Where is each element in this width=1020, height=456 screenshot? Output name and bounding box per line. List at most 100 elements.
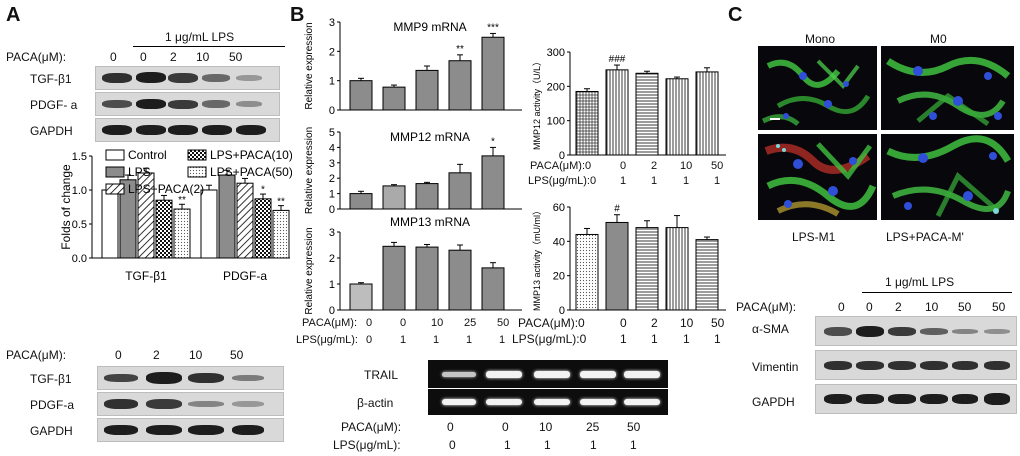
y-tick-label: 4 [329, 142, 335, 154]
paca-value-a-lower-1: 2 [153, 348, 160, 362]
bar [254, 198, 272, 259]
western-blot-gapdh-a-lower [97, 418, 284, 442]
act13-paca-2: 10 [680, 316, 694, 330]
y-tick-label: 1.5 [72, 151, 87, 163]
bar [575, 90, 599, 156]
significance-mark: *** [487, 22, 499, 33]
significance-mark: ### [609, 54, 626, 65]
y-tick-label: 100 [547, 116, 565, 128]
blot-label-asma-c: α-SMA [752, 322, 789, 336]
bar [695, 239, 719, 311]
blot-label-tgf-a: TGF-β1 [30, 72, 72, 86]
legend-label: LPS+PACA(2) [128, 182, 204, 196]
western-blot-vimentin-c [815, 350, 1017, 380]
y-tick-label: 1.0 [72, 185, 87, 197]
paca-label-c: PACA(μM): [736, 300, 797, 314]
y-tick-label: 1 [329, 76, 335, 88]
gel-lps-label: LPS(μg/mL): [333, 438, 401, 452]
y-tick-label: 0 [559, 150, 565, 160]
legend-label: LPS+PACA(10) [210, 148, 292, 162]
bar [415, 183, 439, 210]
bar [695, 71, 719, 156]
bar [481, 155, 505, 210]
chart-title: MMP9 mRNA [393, 20, 466, 34]
legend-swatch [187, 149, 207, 161]
western-blot-gapdh-c [815, 384, 1017, 414]
y-tick-label: 0.0 [72, 253, 87, 265]
chart-title: MMP13 mRNA [390, 215, 470, 229]
bar [448, 172, 472, 210]
micro-label-lps-paca: LPS+PACA-M' [886, 230, 964, 244]
bar [349, 283, 373, 311]
legend-swatch [187, 166, 207, 178]
bar [448, 249, 472, 311]
panel-letter-a: A [6, 4, 21, 26]
western-blot-asma-c [815, 316, 1017, 346]
legend-swatch [105, 149, 125, 161]
mmp-lps-1: 1 [400, 334, 407, 346]
bar [173, 208, 191, 259]
legend-label: LPS [128, 165, 151, 179]
act13-lps-2: 1 [683, 332, 690, 346]
act12-lps-0: 1 [620, 175, 627, 187]
bar [218, 174, 236, 259]
category-label: PDGF-a [223, 269, 267, 283]
y-tick-label: 0 [329, 105, 335, 117]
gel-paca-4: 50 [627, 420, 641, 434]
mmp-paca-label: PACA(μM): [302, 317, 358, 329]
y-tick-label: 3 [329, 17, 335, 29]
act13-lps-0: 1 [620, 332, 627, 346]
mmp-lps-4: 1 [499, 334, 506, 346]
gel-lps-1: 1 [504, 438, 511, 452]
mmp13-chart: 0 1 2 3 Relative expression MMP13 mRNA [304, 215, 522, 316]
mmp-lps-2: 1 [433, 334, 440, 346]
chart-title: MMP12 mRNA [390, 130, 470, 144]
blot-label-vimentin-c: Vimentin [752, 360, 799, 374]
significance-mark: # [614, 204, 620, 215]
paca-value-a-lower-2: 10 [189, 348, 203, 362]
y-tick-label: 3 [329, 227, 335, 239]
y-tick-label: 0 [329, 305, 335, 316]
bar [119, 179, 137, 259]
y-axis-label: Relative expression [304, 22, 315, 109]
act13-paca-1: 2 [651, 316, 658, 330]
paca-value-a-4: 50 [229, 50, 243, 64]
y-tick-label: 40 [553, 236, 565, 248]
mmp-lps-label: LPS(μg/mL): [296, 334, 358, 346]
lps-header-a: 1 μg/mL LPS [165, 30, 235, 44]
gel-actin [428, 389, 668, 415]
paca-label-a: PACA(μM): [6, 50, 67, 64]
bar [382, 185, 406, 210]
bar [415, 246, 439, 311]
gel-lps-2: 1 [544, 438, 551, 452]
micrograph-mono [758, 46, 877, 130]
significance-mark: * [491, 136, 495, 147]
y-tick-label: 0 [329, 204, 335, 216]
y-axis-label: Folds of change [59, 164, 73, 250]
bar [200, 189, 218, 259]
significance-mark: ** [456, 44, 464, 55]
significance-mark: * [261, 185, 265, 196]
y-tick-label: 60 [553, 202, 565, 214]
act13-paca-label: PACA(μM):0 [518, 316, 585, 330]
act12-paca-3: 50 [711, 160, 724, 172]
bar [382, 86, 406, 111]
y-tick-label: 3 [329, 158, 335, 170]
act12-lps-2: 1 [683, 175, 690, 187]
paca-value-c-0: 0 [838, 300, 845, 314]
act12-lps-3: 1 [714, 175, 721, 187]
paca-value-c-4: 50 [958, 300, 972, 314]
act13-lps-1: 1 [651, 332, 658, 346]
y-tick-label: 2 [329, 253, 335, 265]
legend-label: Control [128, 148, 167, 162]
mmp-lps-0: 0 [366, 334, 373, 346]
act12-paca-1: 2 [651, 160, 658, 172]
bar [635, 72, 659, 156]
fluorescence-micrographs [758, 46, 1014, 220]
mmp-paca-2: 10 [431, 317, 444, 329]
y-axis-label: MMP12 activity（U/L） [532, 57, 542, 150]
bar [382, 245, 406, 311]
bar [101, 189, 119, 259]
act12-paca-label: PACA(μM):0 [530, 160, 592, 172]
